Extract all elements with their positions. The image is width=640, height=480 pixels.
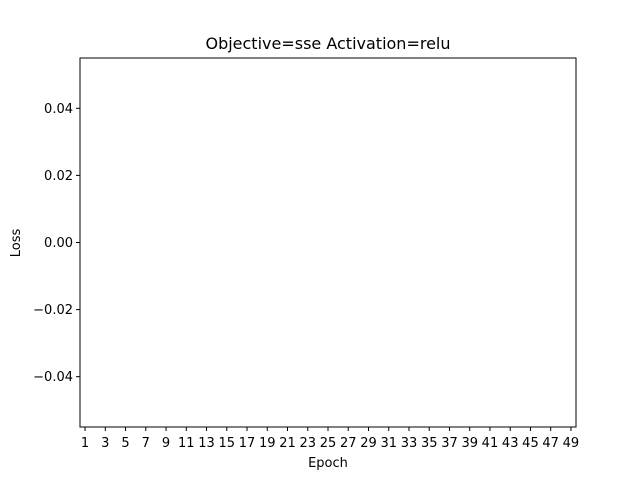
x-tick-label: 25	[320, 436, 337, 451]
x-tick-label: 11	[178, 436, 195, 451]
y-axis-label: Loss	[9, 229, 24, 258]
x-tick-label: 45	[522, 436, 539, 451]
x-tick-label: 49	[563, 436, 580, 451]
x-tick-label: 9	[162, 436, 170, 451]
x-axis-ticks: 1 3 5 7 9 11 13 15 17 19 21 23 25 27 29 31 33 35 37 39 41 43 4…	[81, 427, 579, 451]
y-tick-label: 0.02	[44, 169, 73, 184]
x-tick-label: 23	[299, 436, 316, 451]
x-tick-label: 37	[441, 436, 458, 451]
y-tick-label: −0.02	[33, 303, 73, 318]
x-tick-label: 33	[401, 436, 418, 451]
chart-title: Objective=sse Activation=relu	[205, 34, 450, 53]
x-tick-label: 17	[239, 436, 256, 451]
x-tick-label: 47	[542, 436, 559, 451]
x-tick-label: 19	[259, 436, 276, 451]
x-tick-label: 7	[142, 436, 150, 451]
x-axis-label: Epoch	[308, 456, 348, 471]
x-tick-label: 27	[340, 436, 357, 451]
x-tick-label: 1	[81, 436, 89, 451]
x-tick-label: 35	[421, 436, 438, 451]
plot-area-frame	[79, 57, 577, 428]
x-tick-label: 29	[360, 436, 377, 451]
y-axis-ticks: 0.04 0.02 0.00 −0.02 −0.04	[33, 102, 80, 385]
x-tick-label: 15	[219, 436, 236, 451]
y-tick-label: 0.00	[44, 236, 73, 251]
x-tick-label: 31	[380, 436, 397, 451]
x-tick-label: 43	[502, 436, 519, 451]
x-tick-label: 3	[101, 436, 109, 451]
y-tick-label: −0.04	[33, 370, 73, 385]
x-tick-label: 21	[279, 436, 296, 451]
x-tick-label: 13	[198, 436, 215, 451]
x-tick-label: 41	[482, 436, 499, 451]
x-tick-label: 5	[121, 436, 129, 451]
y-tick-label: 0.04	[44, 102, 73, 117]
x-tick-label: 39	[461, 436, 478, 451]
